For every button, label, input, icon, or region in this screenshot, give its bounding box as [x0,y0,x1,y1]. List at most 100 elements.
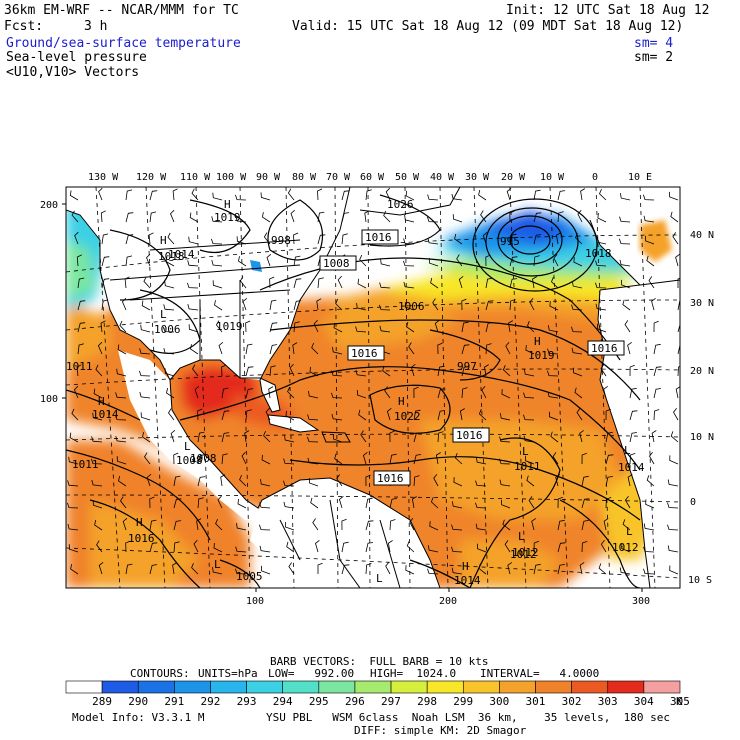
wind-barb [140,412,151,421]
wind-barb [677,277,680,288]
wind-barb [556,232,562,245]
wind-barb [595,303,607,311]
wind-barb [525,345,535,355]
wind-barb [627,341,632,355]
wind-barb [67,502,79,509]
wind-barb [437,431,444,443]
diffusion-info: DIFF: simple KM: 2D Smagor [354,724,527,737]
low-value: 1011 [514,460,541,473]
physics-info: YSU PBL WSM 6class Noah LSM 36 km, 35 le… [266,711,670,724]
wind-barb [239,276,247,289]
low-marker: L [160,308,167,321]
wind-barb [164,368,175,377]
wind-barb [605,497,612,509]
wind-barb [170,429,176,443]
wind-barb [389,498,398,509]
wind-barb [212,280,223,289]
wind-barb [646,255,655,267]
colorbar-label: 298 [417,695,437,708]
grid-label: 100 [40,394,58,405]
wind-barb [580,188,586,201]
wind-barb [362,451,368,465]
wind-barb [235,568,247,575]
colorbar-swatch [462,680,500,694]
wind-barb [549,301,559,311]
wind-barb [429,521,439,531]
wind-barb [437,410,446,421]
wind-barb [579,562,585,575]
lat-label: 10 N [690,432,714,443]
field-name-vectors: <U10,V10> Vectors [6,65,140,80]
wind-barb [293,300,302,311]
contour-label: 1008 [323,257,350,270]
wind-barb [173,541,180,553]
field-sm-slp: sm= 2 [634,50,674,65]
wind-barb [245,409,252,421]
wind-barb [92,500,103,509]
wind-barb [365,474,371,487]
colorbar-swatch [246,680,284,694]
wind-barb [68,456,79,465]
lon-label: 110 W [180,172,211,183]
wind-barb [482,231,488,245]
wind-barb [101,278,110,289]
wind-barb [454,453,463,465]
wind-barb [125,563,133,575]
map-frame [65,186,681,589]
wind-barb [218,341,224,355]
wind-barb [69,432,79,443]
wind-barb [190,344,199,355]
contours-units: UNITS=hPa [198,667,258,680]
wind-barb [359,254,367,267]
wind-barb [526,475,535,487]
wind-barb [403,281,415,289]
wind-barb [335,298,343,311]
wind-barb [548,325,559,333]
wind-barb [235,215,247,223]
wind-barb [365,497,373,509]
wind-barb [287,386,295,399]
colorbar-swatch [571,680,609,694]
low-marker: L [522,445,529,458]
contour-label: 1016 [351,347,378,360]
wind-barb [524,369,535,377]
wind-barb [337,275,343,289]
wind-barb [96,540,103,553]
wind-barb [239,474,247,487]
wind-barb [384,386,391,399]
low-value: 1011 [66,360,93,373]
wind-barb [499,458,511,465]
wind-barb [501,389,511,399]
wind-barb [571,304,583,311]
wind-barb [645,499,655,509]
wind-barb [197,476,206,487]
wind-barb [605,476,613,487]
wind-barb [599,188,607,201]
wind-barb [380,258,391,267]
wind-barb [71,408,79,421]
wind-barb [316,298,322,311]
wind-barb [478,409,487,421]
wind-barb [677,344,680,355]
wind-barb [461,321,469,333]
wind-barb [100,320,106,333]
low-marker: L [518,530,525,543]
wind-barb [629,410,638,421]
wind-barb [237,498,247,509]
wind-barb [120,496,127,509]
right-lat-labels: 40 N 30 N 20 N 10 N 0 10 S [688,230,714,586]
wind-barb [555,474,561,487]
wind-barb [547,348,559,355]
wind-barb [188,324,199,333]
contour-label: 998 [271,234,291,247]
high-marker: H [398,395,405,408]
wind-barb [553,254,559,267]
colorbar-swatch [643,680,681,694]
wind-barb [451,546,463,553]
wind-barb [643,194,655,201]
wind-barb [268,386,274,399]
wind-barb [67,480,79,487]
wind-barb [456,254,463,267]
wind-barb [285,410,295,421]
wind-barb [143,276,151,289]
